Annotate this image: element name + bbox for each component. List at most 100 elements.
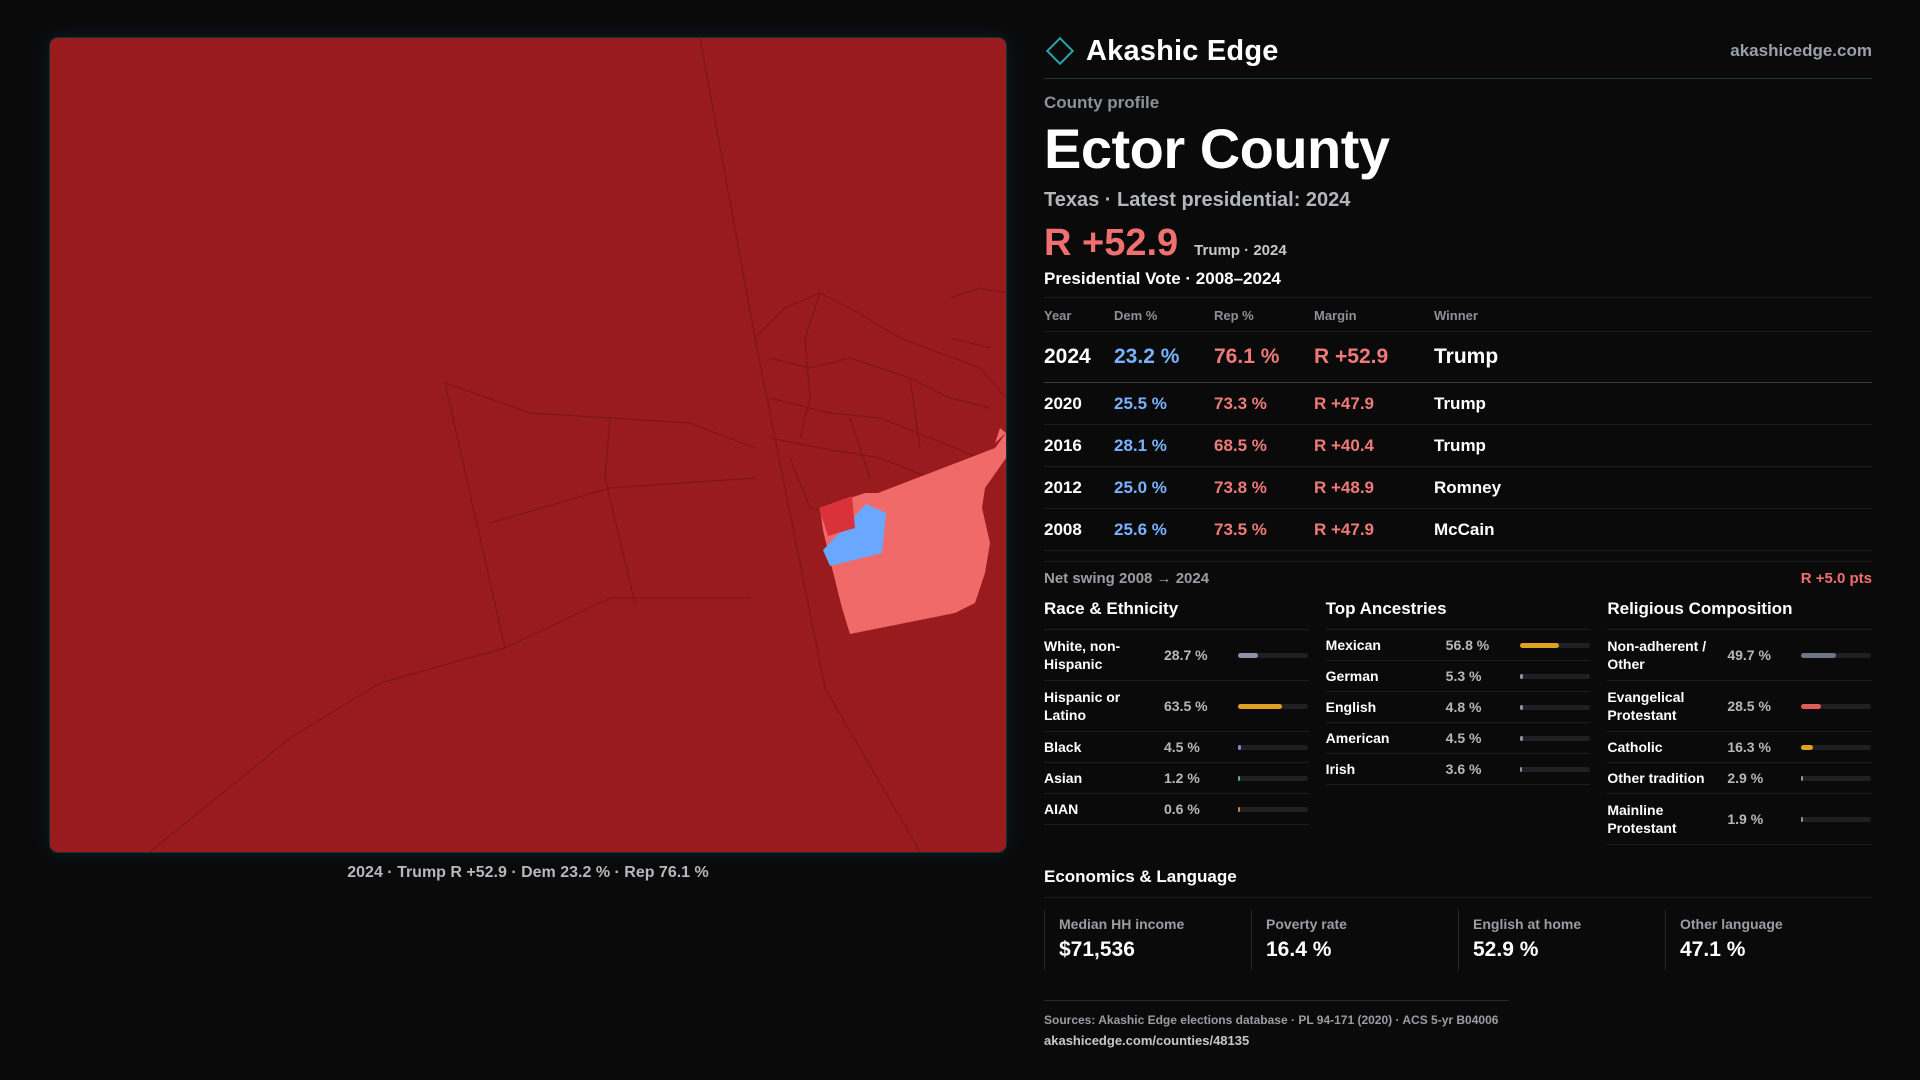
list-item: Evangelical Protestant 28.5 % xyxy=(1607,681,1873,732)
share-bar xyxy=(1238,806,1308,812)
share-bar xyxy=(1519,735,1590,741)
section-title: Race & Ethnicity xyxy=(1044,599,1309,630)
share-bar-fill xyxy=(1801,775,1804,781)
religion-section: Religious Composition Non-adherent / Oth… xyxy=(1607,599,1873,845)
ancestries-section: Top Ancestries Mexican 56.8 % German 5.3… xyxy=(1325,599,1591,845)
list-item: English 4.8 % xyxy=(1325,692,1591,723)
item-label: White, non-Hispanic xyxy=(1044,638,1121,672)
item-label: Mexican xyxy=(1325,637,1381,653)
col-dem: Dem % xyxy=(1114,298,1214,332)
cell-rep: 73.8 % xyxy=(1214,466,1314,509)
precinct-map-svg[interactable] xyxy=(50,38,1006,852)
vote-table-heading: Presidential Vote · 2008–2024 xyxy=(1044,269,1872,298)
item-label: Mainline Protestant xyxy=(1607,802,1677,836)
item-value: 1.9 % xyxy=(1727,811,1764,827)
county-url-link[interactable]: akashicedge.com/counties/48135 xyxy=(1044,1033,1250,1048)
item-label: Non-adherent / Other xyxy=(1607,638,1707,672)
race-ethnicity-section: Race & Ethnicity White, non-Hispanic 28.… xyxy=(1044,599,1309,845)
list-item: Hispanic or Latino 63.5 % xyxy=(1044,681,1309,732)
section-title: Top Ancestries xyxy=(1325,599,1591,630)
share-bar xyxy=(1519,766,1590,772)
share-bar-fill xyxy=(1519,673,1524,679)
cell-dem: 28.1 % xyxy=(1114,424,1214,467)
brand[interactable]: Akashic Edge xyxy=(1044,35,1279,68)
table-row: 2012 25.0 % 73.8 % R +48.9 Romney xyxy=(1044,466,1872,509)
item-value: 63.5 % xyxy=(1164,698,1208,714)
share-bar xyxy=(1238,775,1308,781)
share-bar-fill xyxy=(1801,703,1822,709)
precinct-rep-mid[interactable] xyxy=(819,496,855,536)
stat-median-income: Median HH income $71,536 xyxy=(1044,910,1251,970)
diamond-icon xyxy=(1045,36,1075,66)
brand-header: Akashic Edge akashicedge.com xyxy=(1044,28,1872,79)
item-label: Evangelical Protestant xyxy=(1607,689,1685,723)
cell-margin: R +40.4 xyxy=(1314,424,1434,467)
cell-rep: 68.5 % xyxy=(1214,424,1314,467)
item-value: 56.8 % xyxy=(1445,637,1490,653)
share-bar-fill xyxy=(1519,704,1524,710)
item-label: Asian xyxy=(1044,770,1083,786)
item-label: Other tradition xyxy=(1607,770,1705,786)
section-title: Religious Composition xyxy=(1607,599,1873,630)
cell-dem: 25.5 % xyxy=(1114,382,1214,425)
swing-value: R +5.0 pts xyxy=(1800,570,1872,587)
share-bar-fill xyxy=(1238,652,1259,658)
item-value: 4.8 % xyxy=(1445,699,1482,715)
vote-table: Year Dem % Rep % Margin Winner 2024 23.2… xyxy=(1044,298,1872,551)
headline-margin: R +52.9 xyxy=(1044,222,1179,264)
cell-dem: 25.6 % xyxy=(1114,508,1214,551)
table-row: 2008 25.6 % 73.5 % R +47.9 McCain xyxy=(1044,508,1872,551)
share-bar-fill xyxy=(1238,744,1242,750)
headline-note: Trump · 2024 xyxy=(1194,242,1287,259)
cell-rep: 73.3 % xyxy=(1214,382,1314,425)
stat-label: Median HH income xyxy=(1059,916,1185,932)
item-value: 4.5 % xyxy=(1445,730,1482,746)
precinct-dem[interactable] xyxy=(823,504,886,566)
stat-label: Other language xyxy=(1680,916,1783,932)
share-bar xyxy=(1801,652,1872,658)
stat-value: 52.9 % xyxy=(1473,938,1539,961)
list-item: Non-adherent / Other 49.7 % xyxy=(1607,630,1873,681)
share-bar xyxy=(1519,704,1590,710)
list-item: Irish 3.6 % xyxy=(1325,754,1591,785)
cell-winner: Trump xyxy=(1434,382,1872,425)
stat-value: $71,536 xyxy=(1059,938,1135,961)
county-map[interactable] xyxy=(50,38,1006,852)
brand-url-link[interactable]: akashicedge.com xyxy=(1730,41,1872,60)
share-bar xyxy=(1238,744,1308,750)
item-label: Black xyxy=(1044,739,1082,755)
list-item: Other tradition 2.9 % xyxy=(1607,763,1873,794)
cell-winner: Romney xyxy=(1434,466,1872,509)
share-bar-fill xyxy=(1801,652,1837,658)
item-value: 1.2 % xyxy=(1164,770,1200,786)
cell-year: 2012 xyxy=(1044,466,1114,509)
cell-margin: R +47.9 xyxy=(1314,508,1434,551)
item-label: AIAN xyxy=(1044,801,1079,817)
profile-subline: Texas · Latest presidential: 2024 xyxy=(1044,189,1351,211)
stat-english-at-home: English at home 52.9 % xyxy=(1458,910,1665,970)
demographics: Race & Ethnicity White, non-Hispanic 28.… xyxy=(1044,599,1873,845)
col-winner: Winner xyxy=(1434,298,1872,332)
share-bar-fill xyxy=(1801,816,1804,822)
stat-label: Poverty rate xyxy=(1266,916,1347,932)
cell-winner: Trump xyxy=(1434,424,1872,467)
share-bar-fill xyxy=(1238,775,1240,781)
list-item: Black 4.5 % xyxy=(1044,732,1309,763)
item-value: 28.5 % xyxy=(1727,698,1771,714)
share-bar xyxy=(1519,642,1590,648)
precinct-rep-light-edge[interactable] xyxy=(995,428,1006,443)
sources-text: Sources: Akashic Edge elections database… xyxy=(1044,1013,1499,1027)
list-item: German 5.3 % xyxy=(1325,661,1591,692)
table-row: 2020 25.5 % 73.3 % R +47.9 Trump xyxy=(1044,382,1872,425)
cell-rep: 76.1 % xyxy=(1214,331,1314,383)
brand-name: Akashic Edge xyxy=(1086,34,1279,67)
item-value: 16.3 % xyxy=(1727,739,1771,755)
stat-value: 47.1 % xyxy=(1680,938,1746,961)
sources-footer: Sources: Akashic Edge elections database… xyxy=(1044,1000,1509,1048)
precinct-rep-light[interactable] xyxy=(820,433,1006,634)
item-value: 3.6 % xyxy=(1445,761,1482,777)
cell-winner: McCain xyxy=(1434,508,1872,551)
item-label: American xyxy=(1325,730,1390,746)
stat-value: 16.4 % xyxy=(1266,938,1332,961)
share-bar xyxy=(1519,673,1590,679)
